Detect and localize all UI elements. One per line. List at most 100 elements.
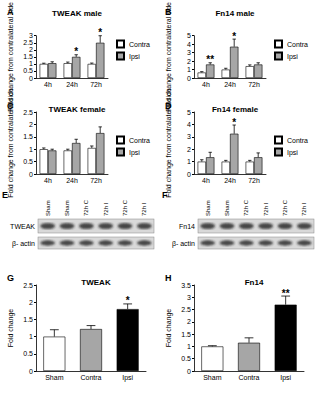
svg-text:Contra: Contra <box>238 374 259 381</box>
svg-text:0.5: 0.5 <box>23 158 33 165</box>
svg-text:0.5: 0.5 <box>181 355 191 362</box>
svg-text:5: 5 <box>187 32 191 39</box>
svg-text:β- actin: β- actin <box>12 240 35 248</box>
svg-text:0: 0 <box>187 368 191 375</box>
svg-text:24h: 24h <box>224 81 236 88</box>
svg-text:2: 2 <box>29 299 33 306</box>
svg-text:Ipsi: Ipsi <box>129 149 140 157</box>
svg-text:Ipsi: Ipsi <box>280 374 291 382</box>
svg-text:F: F <box>162 190 168 200</box>
svg-text:72h: 72h <box>90 81 102 88</box>
svg-text:72h I: 72h I <box>301 202 307 216</box>
svg-text:1: 1 <box>29 146 33 153</box>
svg-text:Sham: Sham <box>205 200 211 216</box>
svg-text:72h: 72h <box>90 177 102 184</box>
svg-text:2.5: 2.5 <box>181 306 191 313</box>
svg-text:2: 2 <box>187 58 191 65</box>
svg-text:1: 1 <box>187 66 191 73</box>
svg-text:1: 1 <box>29 333 33 340</box>
svg-text:72h I: 72h I <box>103 202 109 216</box>
svg-text:TWEAK male: TWEAK male <box>52 9 102 18</box>
svg-text:4h: 4h <box>44 81 52 88</box>
svg-text:Fn14: Fn14 <box>179 223 195 230</box>
svg-text:*: * <box>74 46 78 57</box>
svg-text:24h: 24h <box>66 81 78 88</box>
svg-text:72h C: 72h C <box>122 199 128 216</box>
svg-text:**: ** <box>206 54 214 65</box>
svg-text:G: G <box>7 273 14 283</box>
svg-text:1.5: 1.5 <box>181 331 191 338</box>
svg-text:2.5: 2.5 <box>23 39 33 46</box>
svg-text:Ipsi: Ipsi <box>287 53 298 61</box>
svg-text:1: 1 <box>187 343 191 350</box>
svg-text:72h C: 72h C <box>282 199 288 216</box>
svg-text:1: 1 <box>187 158 191 165</box>
svg-text:0: 0 <box>187 171 191 178</box>
svg-text:1.5: 1.5 <box>23 53 33 60</box>
svg-text:0: 0 <box>187 75 191 82</box>
svg-text:Fold change from contralateral: Fold change from contralateral side <box>7 88 15 198</box>
svg-text:C: C <box>7 101 14 111</box>
svg-text:Fold change: Fold change <box>165 309 173 348</box>
svg-text:4: 4 <box>187 121 191 128</box>
svg-text:β- actin: β- actin <box>172 240 195 248</box>
svg-text:Fn14 female: Fn14 female <box>212 105 259 114</box>
svg-text:72h C: 72h C <box>83 199 89 216</box>
svg-text:3: 3 <box>29 32 33 39</box>
svg-text:1.5: 1.5 <box>23 316 33 323</box>
svg-text:2: 2 <box>187 318 191 325</box>
svg-text:Contra: Contra <box>287 41 308 48</box>
svg-text:2.5: 2.5 <box>23 282 33 289</box>
svg-text:**: ** <box>282 288 290 299</box>
svg-text:H: H <box>165 273 172 283</box>
svg-text:0: 0 <box>29 368 33 375</box>
svg-text:4h: 4h <box>44 177 52 184</box>
svg-text:Fn14 male: Fn14 male <box>215 9 255 18</box>
svg-text:0.5: 0.5 <box>23 350 33 357</box>
svg-text:0: 0 <box>29 171 33 178</box>
svg-text:*: * <box>232 117 236 128</box>
svg-text:5: 5 <box>187 109 191 116</box>
svg-text:*: * <box>232 31 236 42</box>
svg-text:Fold change: Fold change <box>7 309 15 348</box>
svg-text:72h: 72h <box>248 177 260 184</box>
svg-text:Contra: Contra <box>129 41 150 48</box>
svg-text:E: E <box>2 190 8 200</box>
svg-text:TWEAK: TWEAK <box>10 223 35 230</box>
svg-text:4h: 4h <box>202 81 210 88</box>
svg-text:Sham: Sham <box>45 374 63 381</box>
svg-text:72h C: 72h C <box>243 199 249 216</box>
svg-text:3: 3 <box>187 49 191 56</box>
svg-text:Ipsi: Ipsi <box>122 374 133 382</box>
svg-text:2: 2 <box>187 146 191 153</box>
svg-text:Ipsi: Ipsi <box>287 149 298 157</box>
svg-text:Sham: Sham <box>224 200 230 216</box>
svg-text:1: 1 <box>29 60 33 67</box>
svg-text:Sham: Sham <box>64 200 70 216</box>
svg-text:1.5: 1.5 <box>23 133 33 140</box>
svg-text:72h I: 72h I <box>263 202 269 216</box>
svg-text:Fold change from contralateral: Fold change from contralateral side <box>165 88 173 198</box>
svg-text:D: D <box>165 101 172 111</box>
svg-text:TWEAK: TWEAK <box>81 278 111 287</box>
svg-text:4: 4 <box>187 41 191 48</box>
svg-text:3: 3 <box>187 133 191 140</box>
svg-text:4h: 4h <box>202 177 210 184</box>
svg-text:24h: 24h <box>66 177 78 184</box>
svg-text:B: B <box>165 7 172 17</box>
svg-text:2: 2 <box>29 46 33 53</box>
svg-text:*: * <box>98 27 102 38</box>
svg-text:Contra: Contra <box>129 137 150 144</box>
svg-text:72h: 72h <box>248 81 260 88</box>
svg-text:Contra: Contra <box>80 374 101 381</box>
svg-text:3: 3 <box>187 294 191 301</box>
svg-text:72h I: 72h I <box>141 202 147 216</box>
svg-text:TWEAK female: TWEAK female <box>49 105 106 114</box>
svg-text:24h: 24h <box>224 177 236 184</box>
svg-text:Sham: Sham <box>203 374 221 381</box>
svg-text:2: 2 <box>29 121 33 128</box>
svg-text:Contra: Contra <box>287 137 308 144</box>
svg-text:0.5: 0.5 <box>23 67 33 74</box>
svg-text:Fn14: Fn14 <box>245 278 264 287</box>
svg-text:*: * <box>126 295 130 306</box>
